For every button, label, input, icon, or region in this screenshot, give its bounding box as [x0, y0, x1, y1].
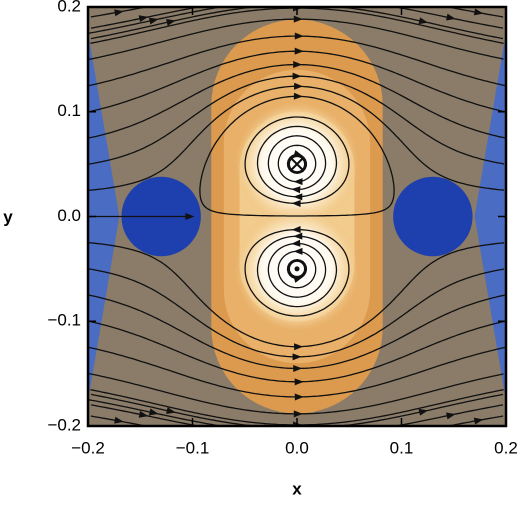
arrowhead: [291, 199, 301, 207]
arrowhead: [293, 410, 303, 418]
arrowhead: [294, 47, 304, 55]
y-axis-label: y: [3, 207, 13, 226]
arrowhead: [148, 17, 159, 25]
arrowhead: [166, 407, 176, 414]
x-axis-label: x: [292, 479, 302, 498]
arrowhead: [446, 13, 456, 21]
arrowhead: [292, 353, 302, 361]
arrowhead: [291, 226, 301, 234]
current-cross: [290, 157, 304, 171]
x-tick-label: −0.2: [71, 438, 105, 457]
x-tick-label: 0.2: [494, 438, 518, 457]
arrowhead: [293, 178, 303, 186]
region: [474, 32, 506, 401]
arrowhead: [293, 276, 303, 283]
arrowhead: [293, 150, 303, 157]
arrowhead: [166, 19, 176, 26]
arrowhead: [293, 61, 303, 69]
streamlines: [88, 7, 506, 426]
arrowhead: [294, 82, 304, 90]
current-ring: [288, 259, 306, 278]
y-tick-label: −0.2: [47, 415, 81, 434]
arrowhead: [473, 8, 484, 16]
arrowhead: [291, 239, 301, 247]
arrowhead: [293, 92, 303, 100]
arrowhead: [138, 410, 149, 418]
y-tick-label: 0.0: [57, 206, 81, 225]
current: [288, 259, 306, 278]
arrowhead: [114, 9, 124, 17]
arrowhead: [148, 408, 159, 416]
arrowhead: [293, 15, 303, 23]
arrowhead: [294, 32, 304, 40]
x-tick-label: 0.1: [390, 438, 414, 457]
arrowhead: [294, 343, 304, 351]
arrowhead: [293, 232, 303, 240]
y-tick-label: 0.2: [57, 0, 81, 15]
arrowhead: [294, 393, 304, 401]
x-tick-label: −0.1: [176, 438, 210, 457]
arrowhead: [293, 364, 303, 372]
arrowhead: [114, 416, 124, 424]
arrowhead: [294, 378, 304, 386]
arrowhead: [446, 412, 456, 420]
current: [288, 155, 306, 174]
current-ring: [288, 155, 306, 174]
blob: [393, 176, 473, 257]
current-dot: [294, 266, 300, 272]
foreground: −0.2 −0.1 0.0 0.1 0.2 −0.2 −0.1 0.0 0.1 0.2: [47, 0, 517, 457]
arrowhead: [418, 408, 429, 416]
arrowhead: [293, 247, 303, 255]
arrowhead: [292, 72, 302, 80]
arrowhead: [291, 186, 301, 194]
arrowhead: [185, 213, 195, 220]
arrowhead: [473, 417, 484, 425]
arrowhead: [138, 15, 149, 23]
y-tick-label: 0.1: [57, 101, 81, 120]
arrowhead: [293, 193, 303, 201]
y-tick-label: −0.1: [47, 311, 81, 330]
arrowhead: [418, 17, 429, 25]
x-tick-label: 0.0: [285, 438, 309, 457]
